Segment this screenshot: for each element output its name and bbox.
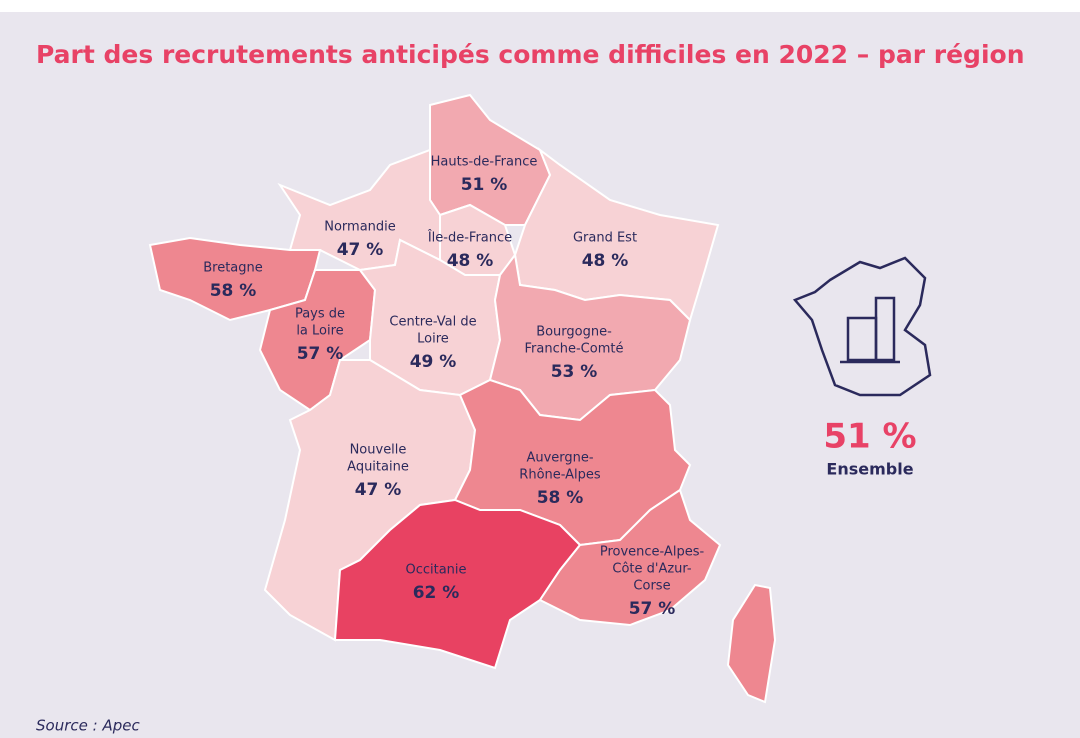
region-value: 53 % — [551, 362, 598, 382]
region-name: Bourgogne- — [536, 325, 612, 340]
region-name: Auvergne- — [526, 451, 593, 466]
corsica-shape — [726, 583, 777, 704]
region-shape — [538, 488, 722, 627]
region-value: 58 % — [210, 281, 257, 301]
corsica — [726, 583, 777, 704]
region-name: Hauts-de-France — [431, 155, 538, 170]
region-name: Bretagne — [203, 261, 263, 276]
regions: Hauts-de-France 51 % Normandie 47 % Île-de-F… — [148, 93, 722, 670]
tower — [874, 296, 896, 362]
region: Grand Est 48 % — [513, 147, 720, 322]
region-value: 47 % — [355, 480, 402, 500]
region-name: Pays de — [295, 307, 345, 322]
region-value: 51 % — [461, 175, 508, 195]
region-name: Occitanie — [405, 563, 466, 578]
outline — [792, 256, 932, 397]
region: Provence-Alpes- Côte d'Azur- Corse 57 % — [538, 488, 722, 627]
region-value: 57 % — [297, 344, 344, 364]
region-value: 47 % — [337, 240, 384, 260]
region-name: Île-de-France — [427, 230, 512, 246]
region-name: Corse — [633, 579, 670, 594]
region-name: Centre-Val de — [389, 315, 476, 330]
source: Source : Apec — [36, 717, 140, 735]
overall-caption: Ensemble — [826, 460, 913, 479]
region-value: 57 % — [629, 599, 676, 619]
france-icon — [792, 256, 932, 397]
region-value: 48 % — [582, 251, 629, 271]
region-name: Côte d'Azur- — [612, 562, 692, 577]
region-value: 49 % — [410, 352, 457, 372]
region-name: la Loire — [296, 324, 343, 339]
region: Bourgogne- Franche-Comté 53 % — [488, 252, 692, 422]
region: Bretagne 58 % — [148, 236, 322, 322]
region-name: Franche-Comté — [525, 342, 624, 357]
region-name: Grand Est — [573, 231, 637, 246]
region-name: Loire — [417, 332, 449, 347]
region-name: Normandie — [324, 220, 396, 235]
region-name: Nouvelle — [350, 443, 407, 458]
region: Centre-Val de Loire 49 % — [358, 238, 502, 397]
region-name: Aquitaine — [347, 460, 409, 475]
region-name: Rhône-Alpes — [519, 468, 601, 483]
region-name: Provence-Alpes- — [600, 545, 705, 560]
region-value: 62 % — [413, 583, 460, 603]
region-value: 48 % — [447, 251, 494, 271]
overall-value: 51 % — [823, 417, 916, 457]
region-shape — [488, 252, 692, 422]
title: Part des recrutements anticipés comme di… — [36, 40, 1025, 69]
region-value: 58 % — [537, 488, 584, 508]
